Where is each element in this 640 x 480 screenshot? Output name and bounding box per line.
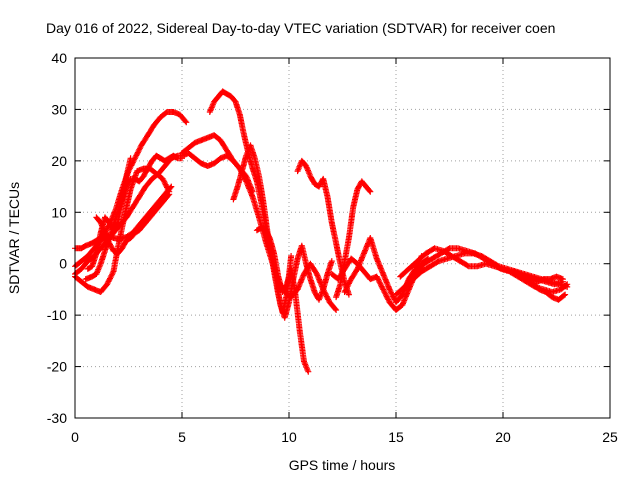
y-tick-label: 0 [59, 256, 67, 272]
chart-title: Day 016 of 2022, Sidereal Day-to-day VTE… [46, 20, 555, 36]
x-tick-label: 20 [495, 429, 511, 445]
data-point-markers [521, 273, 566, 285]
plot-frame [74, 57, 611, 419]
x-tick-label: 15 [388, 429, 404, 445]
y-tick-label: 30 [51, 101, 67, 117]
y-tick-label: 20 [51, 153, 67, 169]
data-point-markers [341, 235, 425, 306]
series-arc-7 [93, 191, 173, 257]
y-tick-label: -20 [47, 359, 67, 375]
data-points [72, 88, 571, 375]
data-point-markers [253, 224, 312, 375]
x-tick-label: 25 [602, 429, 618, 445]
y-axis-label: SDTVAR / TECUs [6, 182, 22, 294]
y-tick-label: -30 [47, 410, 67, 426]
x-tick-label: 5 [178, 429, 186, 445]
data-point-markers [93, 191, 173, 257]
axis-ticks: 0 5 10 15 20 25 -30 -20 -10 0 10 20 30 40 [47, 50, 618, 445]
y-tick-label: -10 [47, 307, 67, 323]
x-axis-label: GPS time / hours [289, 457, 396, 473]
series-arc-16 [341, 235, 425, 306]
y-tick-label: 10 [51, 204, 67, 220]
grid-lines [75, 58, 610, 418]
x-tick-label: 0 [71, 429, 79, 445]
series-arc-21 [521, 273, 566, 285]
series-arc-12 [253, 224, 312, 375]
y-tick-label: 40 [51, 50, 67, 66]
x-tick-label: 10 [281, 429, 297, 445]
